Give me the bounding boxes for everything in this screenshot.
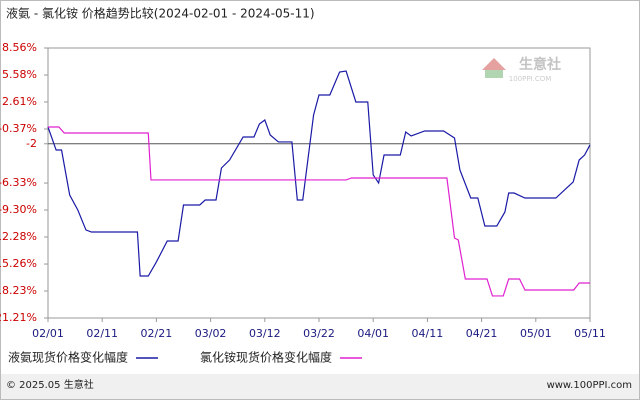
x-tick-label: 04/21 xyxy=(466,327,498,340)
footer-left: © 2025.05 生意社 xyxy=(6,378,94,391)
y-tick-label: -0.37% xyxy=(0,122,37,135)
y-tick-label: -9.30% xyxy=(0,203,37,216)
chart-title: 液氨 - 氯化铵 价格趋势比较(2024-02-01 - 2024-05-11) xyxy=(6,6,315,21)
x-tick-label: 03/02 xyxy=(195,327,227,340)
watermark: 生意社 100PPI.COM xyxy=(482,56,561,83)
x-tick-label: 05/11 xyxy=(574,327,606,340)
y-tick-label: 8.56% xyxy=(2,41,37,54)
series-line xyxy=(47,70,591,277)
x-tick-label: 04/01 xyxy=(357,327,389,340)
y-tick-label: -15.26% xyxy=(0,257,37,270)
y-tick-label: -21.21% xyxy=(0,311,37,324)
y-tick-label: 5.58% xyxy=(2,68,37,81)
legend-label: 氯化铵现货价格变化幅度 xyxy=(200,350,332,365)
legend-label: 液氨现货价格变化幅度 xyxy=(8,350,128,365)
logo xyxy=(485,70,503,78)
x-tick-label: 04/11 xyxy=(412,327,444,340)
x-tick-label: 02/11 xyxy=(86,327,118,340)
x-tick-label: 03/22 xyxy=(303,327,335,340)
x-tick-label: 03/12 xyxy=(249,327,281,340)
logo xyxy=(482,58,506,70)
footer-right: www.100PPI.com xyxy=(547,380,632,391)
y-tick-label: -18.23% xyxy=(0,284,37,297)
series-line xyxy=(48,126,590,297)
y-tick-label: -12.28% xyxy=(0,230,37,243)
x-tick-label: 05/01 xyxy=(520,327,552,340)
x-tick-label: 02/21 xyxy=(141,327,173,340)
footer-band xyxy=(1,374,639,399)
y-tick-label: 2.61% xyxy=(2,95,37,108)
y-tick-label: -6.33% xyxy=(0,176,37,189)
x-tick-label: 02/01 xyxy=(32,327,64,340)
watermark-sub: 100PPI.COM xyxy=(509,75,552,83)
watermark-text: 生意社 xyxy=(519,56,561,73)
y-tick-label: -2 xyxy=(26,137,37,150)
